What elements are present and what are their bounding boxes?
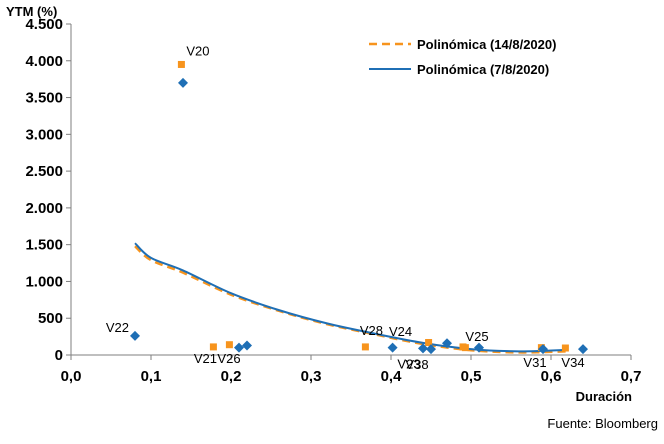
- data-point-diamond: [234, 342, 244, 353]
- data-point-diamond: [578, 344, 588, 355]
- x-tick-label: 0,5: [461, 368, 482, 385]
- data-point-square: [425, 338, 433, 346]
- data-point-square: [177, 60, 185, 68]
- y-tick-label: 3.500: [25, 90, 63, 107]
- data-point-square: [461, 344, 469, 352]
- data-point-diamond: [474, 342, 484, 353]
- y-tick-label: 1.000: [25, 273, 63, 290]
- legend-label-2: Polinómica (7/8/2020): [417, 62, 549, 77]
- point-label: V21: [194, 351, 217, 366]
- data-point-square: [225, 341, 233, 349]
- data-point-diamond: [426, 344, 436, 355]
- y-tick-label: 2.000: [25, 200, 63, 217]
- data-point-diamond: [418, 343, 428, 354]
- axes-layer: 0 500 1.000 1.500 2.000 2.500 3.000 3.500 4.000 4…: [25, 16, 641, 385]
- y-tick-label: 500: [38, 310, 63, 327]
- data-point-square: [209, 343, 217, 351]
- point-label: V24: [389, 324, 412, 339]
- trend-line-2: [134, 245, 568, 354]
- y-tick-label: 0: [55, 347, 63, 364]
- y-tick-label: 4.000: [25, 53, 63, 70]
- point-label: V22: [106, 320, 129, 335]
- data-point-diamond: [242, 340, 252, 351]
- trend-line-3: [134, 242, 568, 353]
- y-tick-label: 4.500: [25, 16, 63, 33]
- points-layer: [130, 60, 588, 355]
- point-label: V20: [186, 43, 209, 58]
- point-label: V26: [217, 351, 240, 366]
- y-tick-label: 1.500: [25, 237, 63, 254]
- legend-label-1: Polinómica (14/8/2020): [417, 37, 556, 52]
- legend: Polinómica (14/8/2020) Polinómica (7/8/2…: [369, 37, 556, 77]
- x-tick-label: 0,2: [221, 368, 242, 385]
- point-label: V23: [397, 356, 420, 371]
- x-axis-title: Duración: [576, 389, 632, 404]
- x-tick-label: 0,1: [141, 368, 162, 385]
- y-axis-title: YTM (%): [6, 4, 57, 19]
- trend-layer: [134, 242, 568, 354]
- x-tick-label: 0,6: [541, 368, 562, 385]
- data-point-square: [561, 344, 569, 352]
- data-point-diamond: [442, 338, 452, 349]
- point-label: V34: [561, 355, 584, 370]
- x-tick-label: 0,4: [381, 368, 403, 385]
- point-label: V28: [360, 323, 383, 338]
- y-tick-label: 2.500: [25, 163, 63, 180]
- data-point-diamond: [130, 330, 140, 341]
- x-tick-label: 0,0: [61, 368, 82, 385]
- source-note: Fuente: Bloomberg: [547, 416, 658, 431]
- data-point-diamond: [387, 342, 398, 353]
- point-label: V25: [465, 329, 488, 344]
- data-point-diamond: [538, 344, 548, 355]
- point-label: V38: [405, 357, 428, 372]
- point-label: V31: [523, 355, 546, 370]
- x-tick-label: 0,3: [301, 368, 322, 385]
- data-point-square: [361, 343, 369, 351]
- y-tick-label: 3.000: [25, 126, 63, 143]
- x-tick-label: 0,7: [621, 368, 642, 385]
- data-point-diamond: [178, 77, 188, 88]
